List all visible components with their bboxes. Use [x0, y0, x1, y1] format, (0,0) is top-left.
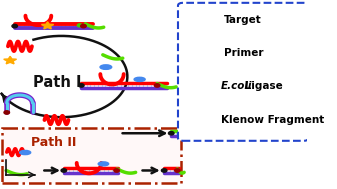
Circle shape [168, 132, 174, 135]
Ellipse shape [20, 150, 31, 155]
Circle shape [287, 132, 293, 135]
Circle shape [114, 169, 119, 172]
Polygon shape [197, 82, 210, 89]
Ellipse shape [100, 65, 112, 69]
Circle shape [154, 84, 160, 87]
Text: Klenow Fragment: Klenow Fragment [221, 115, 324, 125]
Text: Ligase: Ligase [241, 81, 283, 91]
Circle shape [12, 24, 18, 28]
Circle shape [161, 169, 167, 172]
Text: Primer: Primer [224, 48, 264, 58]
Ellipse shape [134, 77, 145, 81]
Text: E.coli: E.coli [221, 81, 252, 91]
Circle shape [81, 24, 86, 28]
Circle shape [175, 169, 180, 172]
Polygon shape [4, 56, 17, 64]
Circle shape [4, 111, 9, 114]
Polygon shape [41, 22, 54, 29]
Circle shape [75, 23, 84, 28]
Circle shape [77, 24, 82, 27]
Ellipse shape [98, 162, 109, 166]
FancyBboxPatch shape [2, 128, 181, 183]
FancyBboxPatch shape [178, 3, 308, 141]
Text: Path I: Path I [33, 75, 81, 90]
Circle shape [79, 84, 84, 87]
Text: Path II: Path II [31, 136, 76, 149]
Text: Target: Target [224, 15, 262, 25]
Ellipse shape [197, 118, 210, 122]
Circle shape [61, 169, 67, 172]
